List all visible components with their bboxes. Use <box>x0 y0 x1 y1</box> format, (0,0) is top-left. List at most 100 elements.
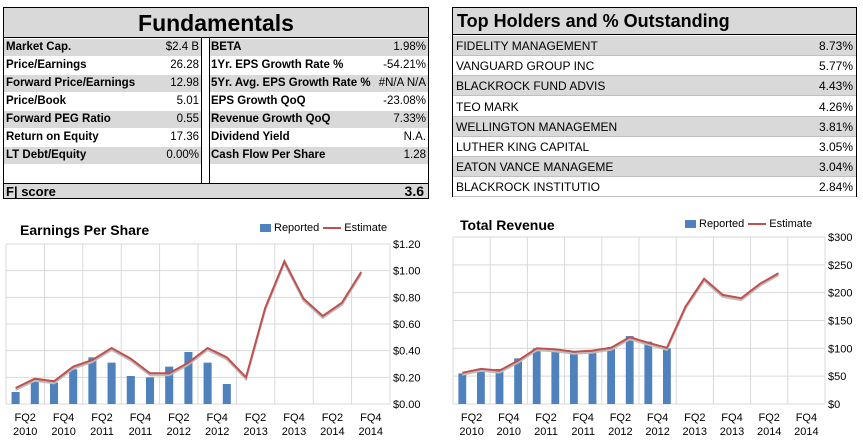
reported-bar <box>165 366 174 404</box>
x-tick-label: 2013 <box>720 426 744 438</box>
x-tick-label: FQ2 <box>14 412 35 424</box>
metric-value: 0.55 <box>176 113 199 125</box>
y-tick-label: $0.80 <box>393 292 421 304</box>
reported-bar <box>88 357 97 404</box>
x-tick-label: FQ2 <box>168 412 189 424</box>
x-tick-label: FQ2 <box>322 412 343 424</box>
y-tick-label: $250 <box>828 260 852 272</box>
holder-row: WELLINGTON MANAGEMEN 3.81% <box>453 116 856 137</box>
reported-bar <box>49 382 59 404</box>
y-tick-label: $200 <box>828 288 852 300</box>
x-tick-label: FQ2 <box>91 412 112 424</box>
legend-reported-swatch <box>685 220 696 229</box>
holder-row: EATON VANCE MANAGEME 3.04% <box>453 157 856 178</box>
holder-name: EATON VANCE MANAGEME <box>456 160 614 175</box>
fundamentals-row: Return on Equity 17.36 <box>4 129 201 146</box>
reported-bar <box>11 392 20 404</box>
metric-value: 17.36 <box>170 131 199 143</box>
holder-percent: 5.77% <box>818 59 853 74</box>
x-tick-label: FQ2 <box>758 412 779 424</box>
x-tick-label: 2010 <box>51 426 75 438</box>
x-tick-label: FQ2 <box>535 412 556 424</box>
reported-bar <box>458 373 467 404</box>
x-tick-label: 2013 <box>683 426 707 438</box>
x-tick-label: 2012 <box>608 426 632 438</box>
metric-value: $2.4 B <box>165 41 199 53</box>
x-tick-label: FQ2 <box>245 412 266 424</box>
reported-bar <box>662 348 671 404</box>
holder-percent: 2.84% <box>818 180 853 195</box>
y-tick-label: $0.40 <box>393 346 421 358</box>
metric-label: BETA <box>211 41 242 53</box>
fundamentals-row: Market Cap. $2.4 B <box>4 39 201 56</box>
x-tick-label: FQ4 <box>206 412 227 424</box>
x-tick-label: FQ4 <box>721 412 742 424</box>
fscore-row: F| score 3.6 <box>4 183 428 199</box>
metric-label: Price/Book <box>6 95 67 107</box>
legend-reported-label: Reported <box>699 218 745 231</box>
x-tick-label: 2011 <box>90 426 114 438</box>
holder-percent: 3.81% <box>818 119 853 134</box>
legend-estimate-label: Estimate <box>769 218 813 231</box>
holder-name: BLACKROCK FUND ADVIS <box>456 79 606 94</box>
x-tick-label: 2012 <box>167 426 191 438</box>
holder-row: LUTHER KING CAPITAL 3.05% <box>453 137 856 157</box>
metric-label: 1Yr. EPS Growth Rate % <box>211 59 344 71</box>
x-tick-label: 2010 <box>497 426 521 438</box>
fscore-value: 3.6 <box>404 183 424 199</box>
y-tick-label: $1.00 <box>393 266 421 278</box>
x-tick-label: 2014 <box>359 426 383 438</box>
holder-row: FIDELITY MANAGEMENT 8.73% <box>453 36 856 56</box>
reported-bar <box>126 376 135 404</box>
metric-label: Cash Flow Per Share <box>211 149 326 161</box>
x-tick-label: 2013 <box>282 426 306 438</box>
reported-bar <box>532 348 541 404</box>
fundamentals-title: Fundamentals <box>4 8 428 38</box>
reported-bar <box>551 351 560 404</box>
estimate-line <box>15 258 363 389</box>
metric-value: -54.21% <box>383 59 426 71</box>
revenue-chart-title: Total Revenue <box>460 217 555 233</box>
legend-estimate-swatch <box>748 223 767 226</box>
metric-label: Market Cap. <box>6 41 72 53</box>
y-tick-label: $150 <box>828 316 852 328</box>
legend-estimate-label: Estimate <box>344 222 388 235</box>
y-tick-label: $300 <box>828 232 852 244</box>
x-tick-label: FQ2 <box>610 412 631 424</box>
holder-name: WELLINGTON MANAGEMEN <box>456 119 618 134</box>
holder-percent: 3.05% <box>818 140 853 154</box>
reported-bar <box>569 351 578 404</box>
top-holders-panel: Top Holders and % Outstanding FIDELITY M… <box>452 7 857 198</box>
x-tick-label: FQ2 <box>461 412 482 424</box>
reported-bar <box>222 384 231 404</box>
reported-bar <box>30 381 39 404</box>
holder-percent: 8.73% <box>818 39 853 53</box>
x-tick-label: 2010 <box>459 426 483 438</box>
fscore-label: F| score <box>6 184 56 199</box>
holder-name: VANGUARD GROUP INC <box>456 59 595 74</box>
estimate-line-shadow <box>15 260 363 391</box>
y-tick-label: $0.20 <box>393 372 421 384</box>
x-tick-label: FQ4 <box>283 412 304 424</box>
fundamentals-row: 1Yr. EPS Growth Rate % -54.21% <box>209 57 428 74</box>
metric-label: Forward Price/Earnings <box>6 77 136 89</box>
estimate-line <box>462 272 779 374</box>
x-tick-label: 2011 <box>534 426 558 438</box>
legend-estimate-swatch <box>323 227 342 230</box>
y-tick-label: $50 <box>828 371 846 383</box>
reported-bar <box>145 377 155 404</box>
column-divider <box>209 38 210 190</box>
x-tick-label: 2014 <box>320 426 344 438</box>
fundamentals-row: 5Yr. Avg. EPS Growth Rate % #N/A N/A <box>209 75 428 92</box>
revenue-chart: Total Revenue Reported Estimate $0 $50 $100… <box>445 212 863 443</box>
legend-reported-label: Reported <box>274 222 320 235</box>
metric-label: EPS Growth QoQ <box>211 95 306 107</box>
x-tick-label: FQ4 <box>796 412 817 424</box>
reported-bar <box>625 336 634 404</box>
reported-bar <box>495 368 504 404</box>
fundamentals-row: Dividend Yield N.A. <box>209 129 428 146</box>
reported-bar <box>644 341 653 404</box>
x-tick-label: 2014 <box>794 426 818 438</box>
metric-label: Return on Equity <box>6 131 99 143</box>
eps-chart-plot: $0.00 $0.20 $0.40 $0.60 $0.80 $1.00 $1.20 FQ2 20… <box>5 239 421 438</box>
